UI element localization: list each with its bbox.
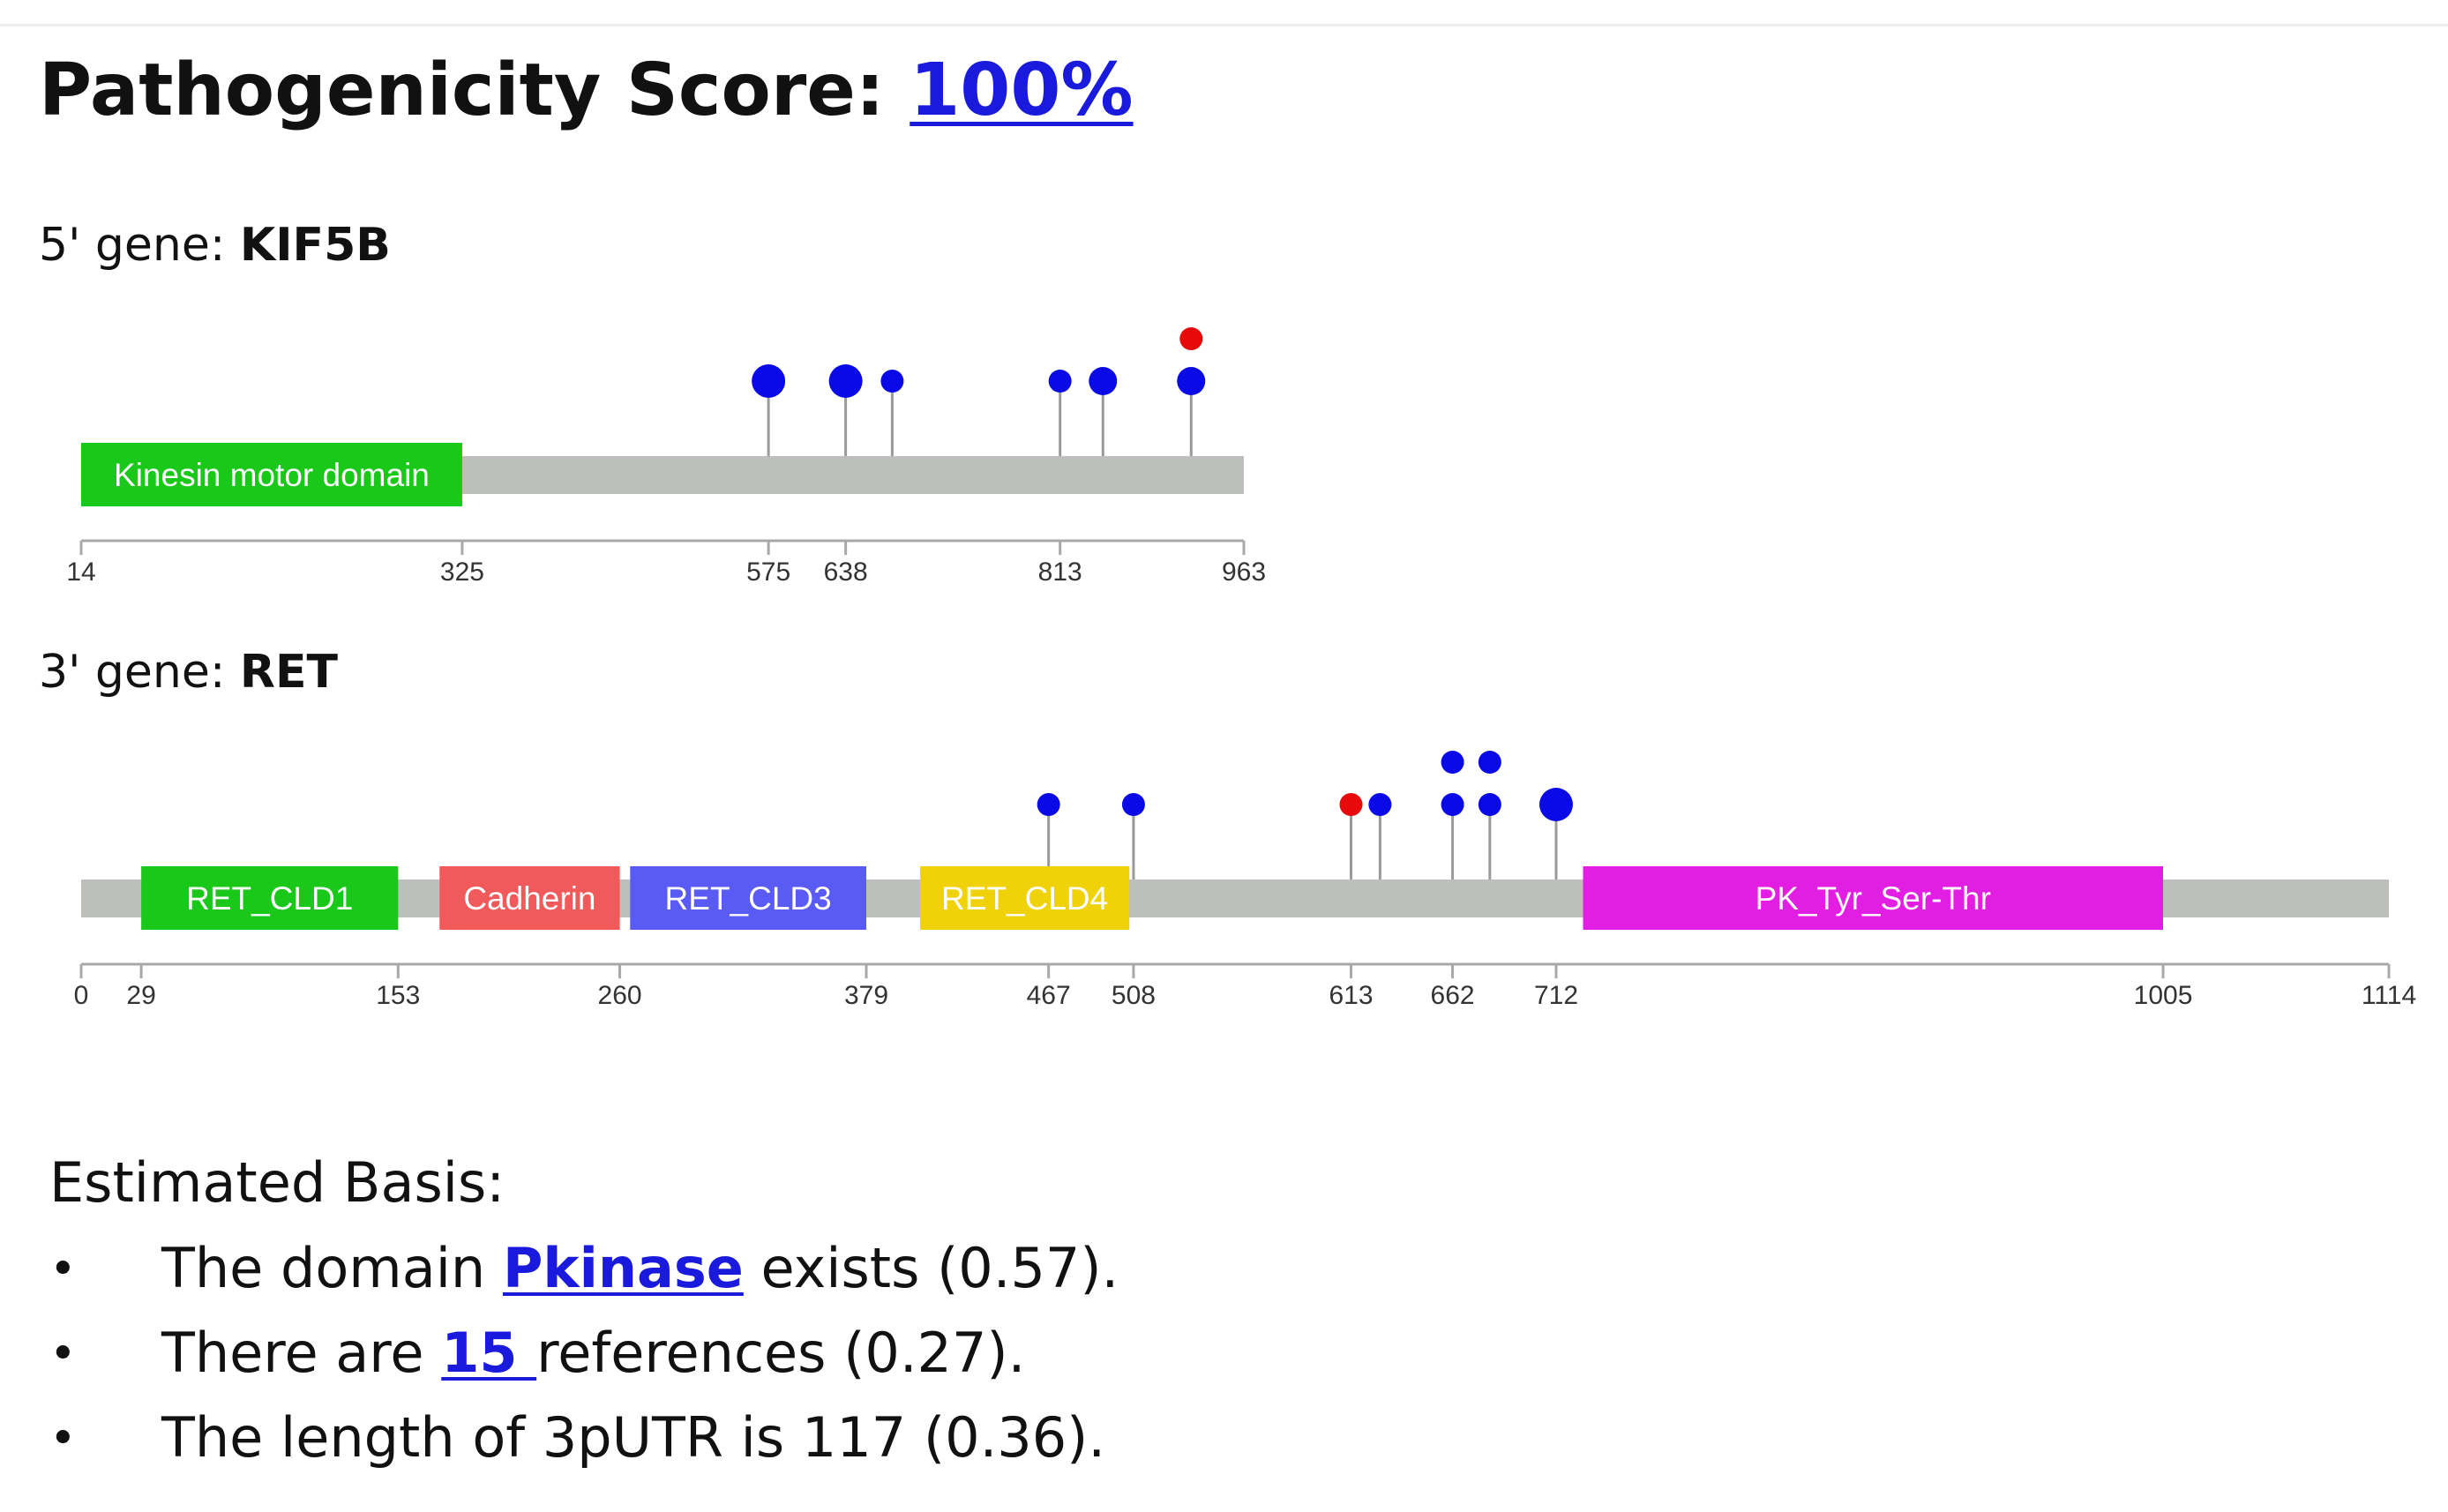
axis-tick-label: 575	[746, 558, 790, 587]
axis-tick-label: 638	[824, 558, 868, 587]
mutation-dot	[880, 370, 904, 393]
five-prime-gene-prefix: 5' gene:	[39, 219, 240, 272]
basis-item-post: exists (0.57).	[743, 1236, 1119, 1300]
domain-label: RET_CLD3	[665, 880, 832, 917]
five-prime-gene-name: KIF5B	[239, 219, 391, 272]
basis-item-text: There are 15 references (0.27).	[161, 1326, 1025, 1381]
domain-box	[920, 866, 1130, 930]
axis-tick-label: 379	[844, 981, 888, 1010]
score-value-link[interactable]: 100%	[910, 49, 1134, 132]
three-prime-gene-label: 3' gene: RET	[39, 649, 338, 695]
axis-tick-label: 153	[376, 981, 420, 1010]
pathogenicity-score: Pathogenicity Score: 100%	[39, 49, 1134, 132]
mutation-dot	[828, 364, 863, 398]
domain-label: RET_CLD1	[186, 880, 353, 917]
axis-tick-label: 813	[1038, 558, 1082, 587]
three-prime-gene-name: RET	[239, 646, 338, 699]
axis-tick-label: 963	[1222, 558, 1266, 587]
basis-item-pre: The domain	[161, 1236, 503, 1300]
score-label: Pathogenicity Score:	[39, 49, 910, 132]
mutation-dot	[1339, 793, 1363, 816]
domain-label: Kinesin motor domain	[114, 457, 430, 493]
pkinase-link[interactable]: Pkinase	[502, 1236, 744, 1300]
axis-tick-label: 29	[126, 981, 155, 1010]
axis-tick-label: 325	[440, 558, 484, 587]
axis-tick-label: 662	[1431, 981, 1475, 1010]
domain-box	[141, 866, 399, 930]
mutation-dot	[1048, 370, 1072, 393]
references-link[interactable]: 15	[441, 1321, 537, 1385]
mutation-dot	[1538, 788, 1573, 821]
bullet-icon: •	[49, 1243, 77, 1296]
axis-tick-label: 613	[1329, 981, 1373, 1010]
estimated-basis: Estimated Basis: • The domain Pkinase ex…	[49, 1150, 1119, 1465]
mutation-dot	[1441, 793, 1464, 816]
domain-box	[630, 866, 867, 930]
axis-tick-label: 508	[1112, 981, 1156, 1010]
mutation-dot	[1441, 751, 1464, 774]
basis-item-text: The domain Pkinase exists (0.57).	[161, 1241, 1119, 1296]
axis-tick-label: 14	[66, 558, 95, 587]
basis-item-pre: The length of 3pUTR is 117 (0.36).	[161, 1405, 1106, 1470]
top-divider	[0, 24, 2448, 26]
axis-tick-label: 1114	[2362, 981, 2416, 1010]
basis-item-pre: There are	[161, 1321, 442, 1385]
axis-tick-label: 1005	[2134, 981, 2193, 1010]
domain-label: RET_CLD4	[941, 880, 1108, 917]
kif5b-lollipop-plot: Kinesin motor domain 14 325 575 638 813 963	[66, 327, 1266, 587]
domain-label: Cadherin	[463, 880, 595, 917]
mutation-dot	[752, 364, 786, 398]
basis-item-post: references (0.27).	[536, 1321, 1026, 1385]
bullet-icon: •	[49, 1412, 77, 1465]
axis-tick-label: 260	[598, 981, 642, 1010]
five-prime-gene-label: 5' gene: KIF5B	[39, 222, 391, 268]
domain-box	[81, 443, 462, 506]
mutation-dot	[1037, 793, 1060, 816]
mutation-dot	[1478, 793, 1501, 816]
mutation-dot	[1089, 367, 1118, 395]
domain-box	[439, 866, 620, 930]
basis-title: Estimated Basis:	[49, 1150, 505, 1215]
mutation-dot	[1177, 367, 1206, 395]
mutation-dot	[1478, 751, 1501, 774]
axis-tick-label: 712	[1534, 981, 1578, 1010]
mutation-dot	[1368, 793, 1392, 816]
domain-box	[1583, 866, 2164, 930]
mutation-dot	[1121, 793, 1145, 816]
three-prime-gene-prefix: 3' gene:	[39, 646, 240, 699]
domain-label: PK_Tyr_Ser-Thr	[1756, 880, 1991, 917]
axis-tick-label: 0	[74, 981, 89, 1010]
mutation-dot	[1179, 327, 1203, 350]
ret-lollipop-plot: RET_CLD1 Cadherin RET_CLD3 RET_CLD4 PK_Tyr_S…	[74, 751, 2416, 1010]
basis-item-text: The length of 3pUTR is 117 (0.36).	[161, 1411, 1105, 1465]
axis-tick-label: 467	[1027, 981, 1071, 1010]
bullet-icon: •	[49, 1328, 77, 1381]
